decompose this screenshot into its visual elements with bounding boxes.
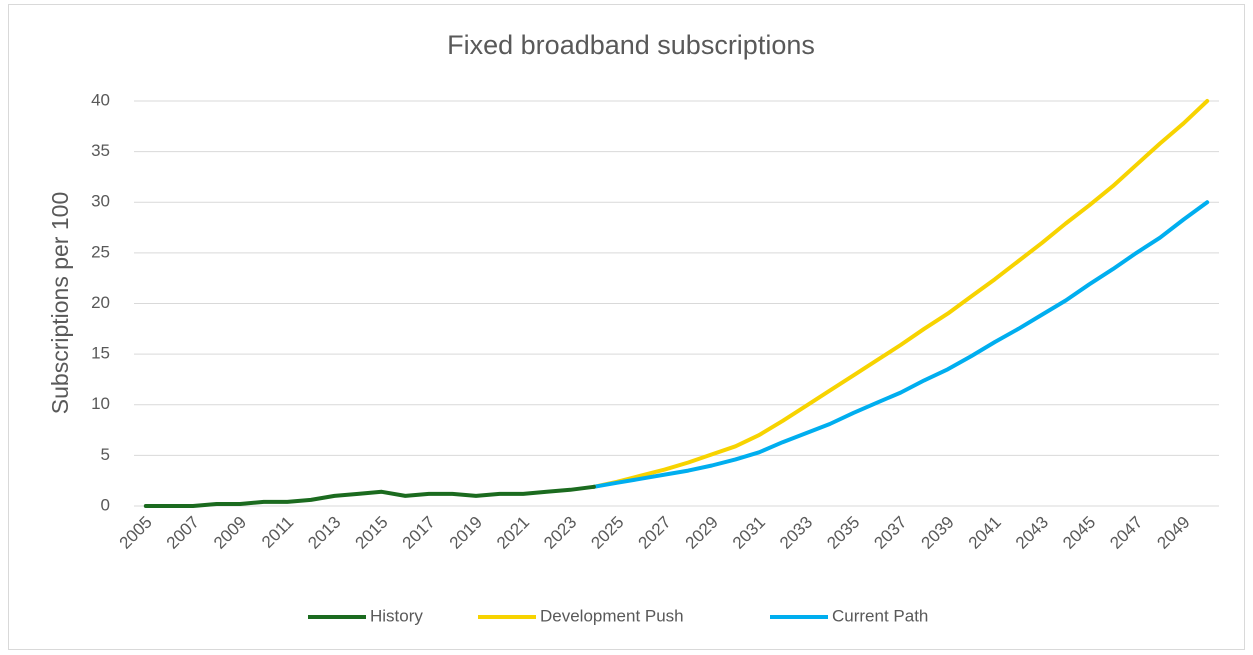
chart-border bbox=[8, 4, 1245, 650]
y-axis-label: Subscriptions per 100 bbox=[47, 192, 73, 414]
series-line bbox=[591, 200, 1210, 489]
y-tick-label: 25 bbox=[91, 242, 110, 261]
y-tick-label: 10 bbox=[91, 394, 110, 413]
legend-label: Current Path bbox=[832, 606, 928, 625]
legend-label: Development Push bbox=[540, 606, 684, 625]
chart-title: Fixed broadband subscriptions bbox=[447, 30, 815, 60]
y-tick-label: 35 bbox=[91, 141, 110, 160]
y-tick-label: 20 bbox=[91, 293, 110, 312]
y-tick-label: 15 bbox=[91, 344, 110, 363]
y-tick-label: 0 bbox=[101, 495, 110, 514]
y-tick-label: 40 bbox=[91, 90, 110, 109]
series-line bbox=[591, 99, 1210, 489]
y-tick-label: 5 bbox=[101, 445, 110, 464]
y-tick-label: 30 bbox=[91, 192, 110, 211]
legend-label: History bbox=[370, 606, 423, 625]
series-line bbox=[143, 484, 596, 508]
